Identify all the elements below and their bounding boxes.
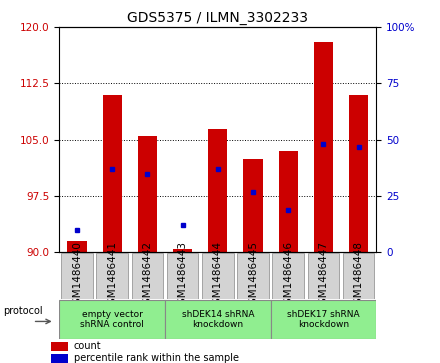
Bar — [349, 95, 368, 252]
FancyBboxPatch shape — [237, 253, 269, 298]
Text: shDEK17 shRNA
knockdown: shDEK17 shRNA knockdown — [287, 310, 360, 329]
FancyBboxPatch shape — [61, 253, 93, 298]
Text: GSM1486440: GSM1486440 — [72, 241, 82, 311]
FancyBboxPatch shape — [132, 253, 163, 298]
FancyBboxPatch shape — [202, 253, 234, 298]
Text: GSM1486447: GSM1486447 — [319, 241, 328, 311]
Text: protocol: protocol — [3, 306, 43, 316]
FancyBboxPatch shape — [165, 300, 271, 339]
FancyBboxPatch shape — [272, 253, 304, 298]
FancyBboxPatch shape — [59, 300, 165, 339]
Bar — [243, 159, 263, 252]
Bar — [138, 136, 157, 252]
Text: empty vector
shRNA control: empty vector shRNA control — [80, 310, 144, 329]
Bar — [51, 342, 68, 351]
FancyBboxPatch shape — [308, 253, 339, 298]
Text: shDEK14 shRNA
knockdown: shDEK14 shRNA knockdown — [182, 310, 254, 329]
Text: GSM1486446: GSM1486446 — [283, 241, 293, 311]
FancyBboxPatch shape — [343, 253, 374, 298]
Text: GSM1486441: GSM1486441 — [107, 241, 117, 311]
Bar — [279, 151, 298, 252]
Text: percentile rank within the sample: percentile rank within the sample — [74, 353, 239, 363]
Bar — [51, 354, 68, 363]
Text: count: count — [74, 342, 102, 351]
Text: GSM1486442: GSM1486442 — [143, 241, 152, 311]
Bar — [103, 95, 122, 252]
Text: GSM1486448: GSM1486448 — [354, 241, 363, 311]
Bar — [314, 42, 333, 252]
Text: GSM1486444: GSM1486444 — [213, 241, 223, 311]
FancyBboxPatch shape — [271, 300, 376, 339]
FancyBboxPatch shape — [96, 253, 128, 298]
Text: GSM1486443: GSM1486443 — [178, 241, 187, 311]
FancyBboxPatch shape — [167, 253, 198, 298]
Bar — [173, 249, 192, 252]
Bar — [208, 129, 227, 252]
Text: GSM1486445: GSM1486445 — [248, 241, 258, 311]
Title: GDS5375 / ILMN_3302233: GDS5375 / ILMN_3302233 — [127, 11, 308, 25]
Bar — [67, 241, 87, 252]
